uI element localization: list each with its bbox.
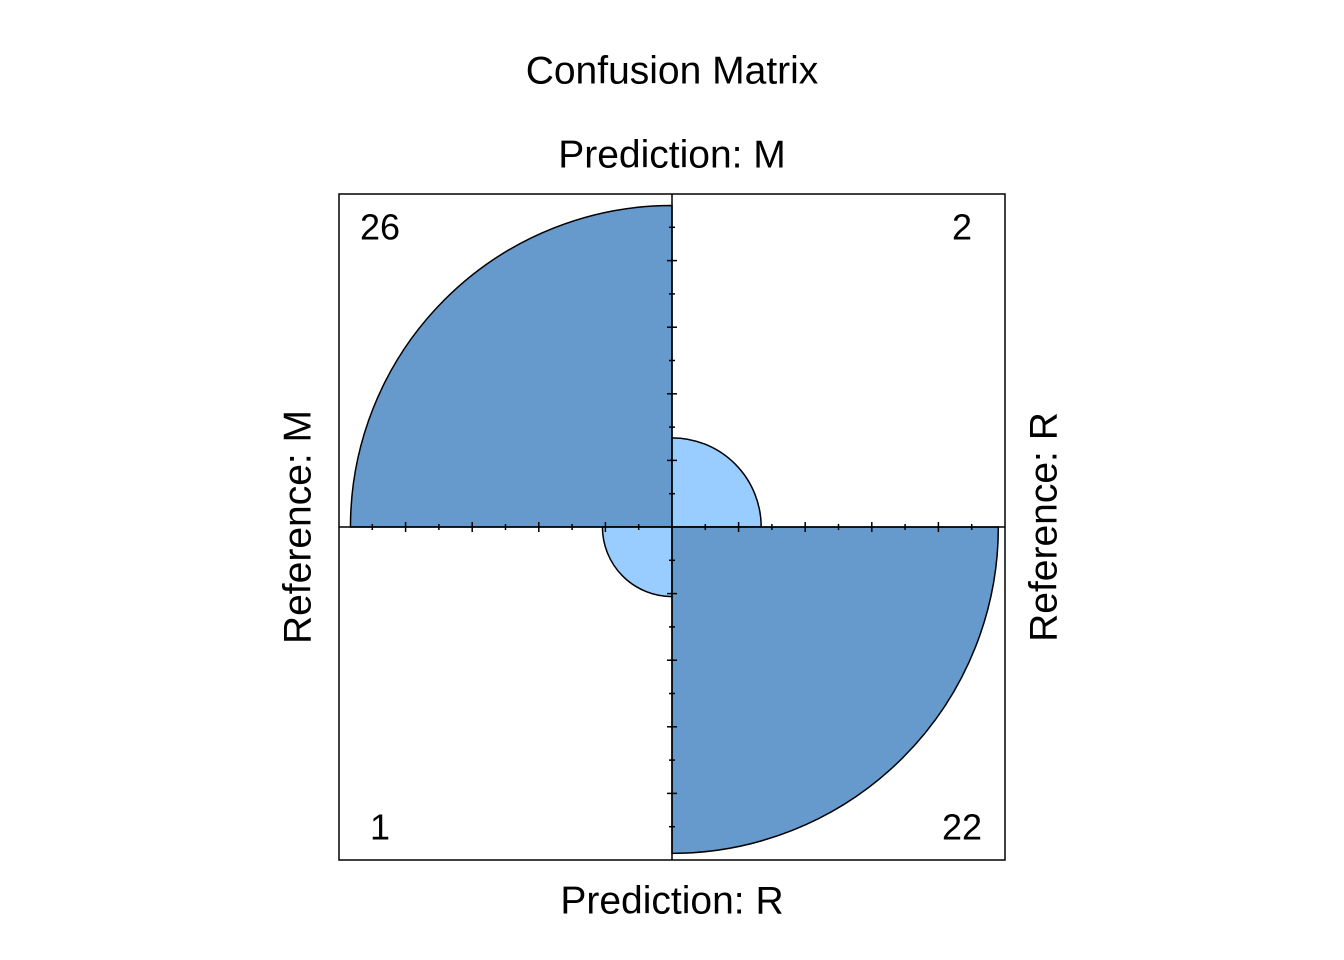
bottom-label: Prediction: R (560, 879, 783, 922)
count-label: 1 (370, 807, 390, 848)
sector (349, 204, 673, 528)
count-label: 22 (942, 807, 982, 848)
sector (671, 437, 762, 528)
count-label: 26 (360, 207, 400, 248)
count-label: 2 (952, 207, 972, 248)
sector (601, 526, 673, 598)
top-label: Prediction: M (558, 133, 786, 176)
left-label: Reference: M (276, 410, 319, 644)
right-label: Reference: R (1022, 412, 1065, 642)
sector (671, 526, 1000, 855)
chart-title: Confusion Matrix (526, 49, 819, 92)
